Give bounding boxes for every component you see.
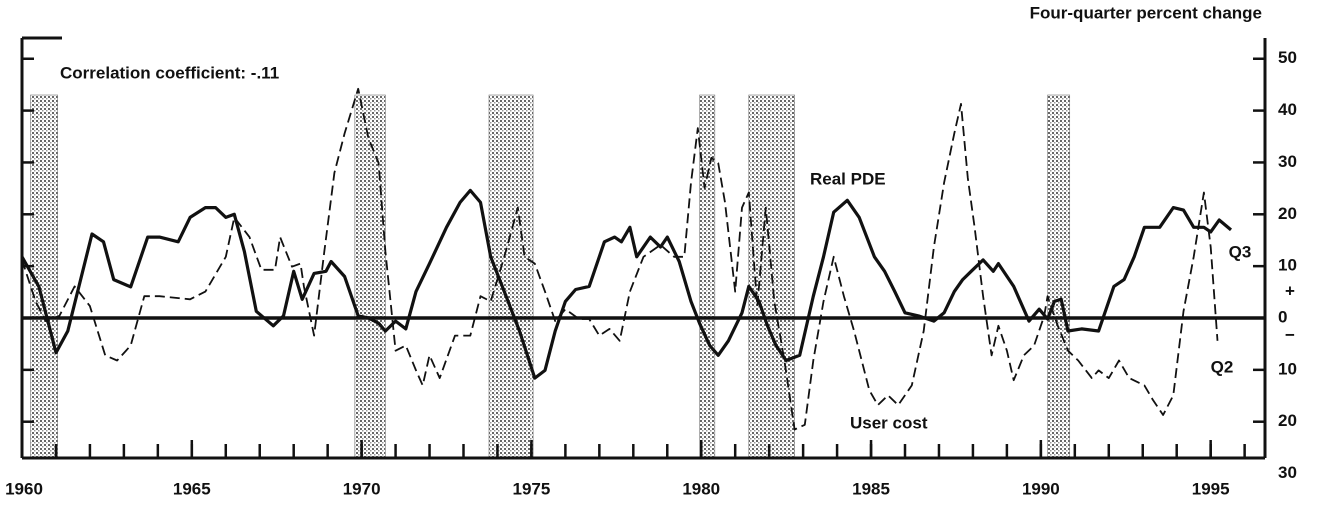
recession-band <box>354 94 386 459</box>
y-tick-label: 10 <box>1278 359 1297 378</box>
y-tick-label: 50 <box>1278 48 1297 67</box>
recession-band <box>699 94 716 459</box>
recession-band <box>30 94 58 459</box>
sign-label: + <box>1285 281 1295 300</box>
x-tick-label: 1960 <box>5 479 43 498</box>
x-tick-label: 1990 <box>1022 479 1060 498</box>
recession-band <box>488 94 534 459</box>
y-tick-label: 10 <box>1278 256 1297 275</box>
end-label: Q3 <box>1229 242 1252 261</box>
x-tick-label: 1980 <box>682 479 720 498</box>
y-tick-label: 0 <box>1278 307 1287 326</box>
x-tick-label: 1965 <box>173 479 211 498</box>
series-line <box>21 87 1219 431</box>
y-tick-label: 20 <box>1278 204 1297 223</box>
y-tick-label: 40 <box>1278 100 1297 119</box>
axis-title: Four-quarter percent change <box>1030 3 1262 22</box>
annotation: Correlation coefficient: -.11 <box>60 63 279 82</box>
y-tick-label: 30 <box>1278 152 1297 171</box>
series-label: User cost <box>850 413 928 432</box>
x-tick-label: 1975 <box>513 479 551 498</box>
recession-shading <box>30 94 1071 459</box>
y-tick-label: 30 <box>1278 463 1297 482</box>
x-tick-label: 1995 <box>1192 479 1230 498</box>
sign-label: − <box>1285 325 1295 344</box>
x-tick-label: 1970 <box>343 479 381 498</box>
series-label: Real PDE <box>810 169 886 188</box>
y-tick-label: 20 <box>1278 411 1297 430</box>
recession-band <box>1047 94 1071 459</box>
end-label: Q2 <box>1211 357 1234 376</box>
x-tick-label: 1985 <box>852 479 890 498</box>
series-line <box>20 188 1233 380</box>
